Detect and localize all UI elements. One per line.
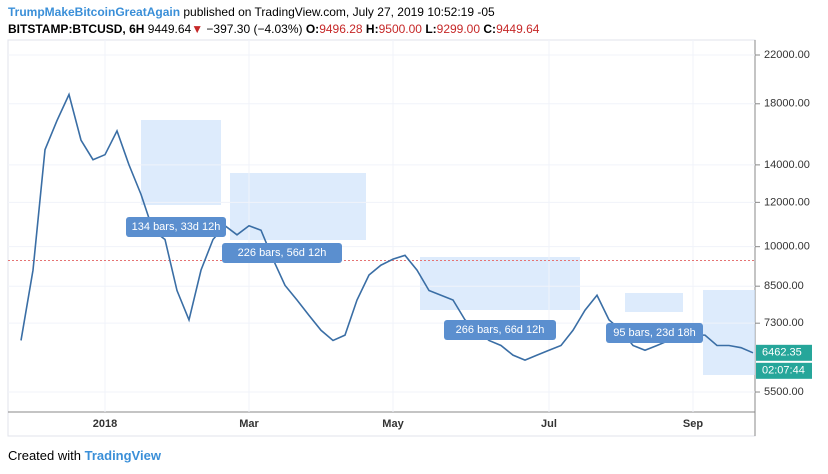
countdown-tag <box>756 362 812 379</box>
annotation: 266 bars, 66d 12h <box>456 324 545 336</box>
chart: 5500.00 7300.00 8500.00 10000.00 12000.00 140… <box>7 39 812 437</box>
author[interactable]: TrumpMakeBitcoinGreatAgain <box>8 5 181 19</box>
h-label: H: <box>365 22 379 36</box>
x-tick-label: May <box>382 418 404 430</box>
high: 9500.00 <box>378 22 422 36</box>
brand[interactable]: TradingView <box>84 448 161 463</box>
measure-box <box>703 290 755 375</box>
last-price-label: 6462.35 <box>762 347 802 359</box>
y-tick-label: 12000.00 <box>764 196 810 208</box>
low: 9299.00 <box>436 22 481 36</box>
published: published on TradingView.com, July 27, 2… <box>183 5 495 19</box>
y-tick-label: 5500.00 <box>764 386 804 398</box>
last: 9449.64 <box>147 22 192 36</box>
plot-frame <box>7 39 756 437</box>
annotation-box <box>606 323 703 343</box>
measure-box <box>625 293 683 312</box>
arrow: ▼ <box>191 22 204 36</box>
x-tick-label: Jul <box>541 418 557 430</box>
measure-box <box>230 173 366 240</box>
annotation-box <box>222 243 342 263</box>
y-tick-label: 18000.00 <box>764 98 810 110</box>
open: 9496.28 <box>319 22 363 36</box>
symbol: BITSTAMP:BTCUSD, 6H <box>8 22 145 36</box>
close: 9449.64 <box>496 22 540 36</box>
y-tick-label: 14000.00 <box>764 159 810 171</box>
header-line-2: BITSTAMP:BTCUSD, 6H 9449.64▼ −397.30 (−4… <box>8 22 539 36</box>
measure-box <box>420 257 580 310</box>
annotation: 95 bars, 23d 18h <box>613 327 696 339</box>
l-label: L: <box>425 22 437 36</box>
x-tick-label: 2018 <box>93 418 117 430</box>
footer: Created with TradingView <box>8 448 161 463</box>
y-tick-label: 7300.00 <box>764 317 804 329</box>
annotation-box <box>444 320 556 340</box>
measure-box <box>141 120 221 205</box>
y-tick-label: 8500.00 <box>764 280 804 292</box>
x-tick-label: Mar <box>239 418 259 430</box>
created: Created with <box>8 448 81 463</box>
x-tick-label: Sep <box>683 418 703 430</box>
o-label: O: <box>305 22 320 36</box>
header-line-1: TrumpMakeBitcoinGreatAgain published on … <box>8 5 495 19</box>
annotation: 134 bars, 33d 12h <box>132 221 221 233</box>
y-tick-label: 22000.00 <box>764 49 810 61</box>
countdown: 02:07:44 <box>762 365 805 377</box>
annotation-box <box>126 217 226 237</box>
y-tick-label: 10000.00 <box>764 241 810 253</box>
measure-boxes <box>141 120 755 375</box>
c-label: C: <box>483 22 497 36</box>
annotation: 226 bars, 56d 12h <box>238 247 327 259</box>
change: −397.30 (−4.03%) <box>206 22 303 36</box>
last-price-tag <box>756 344 812 361</box>
